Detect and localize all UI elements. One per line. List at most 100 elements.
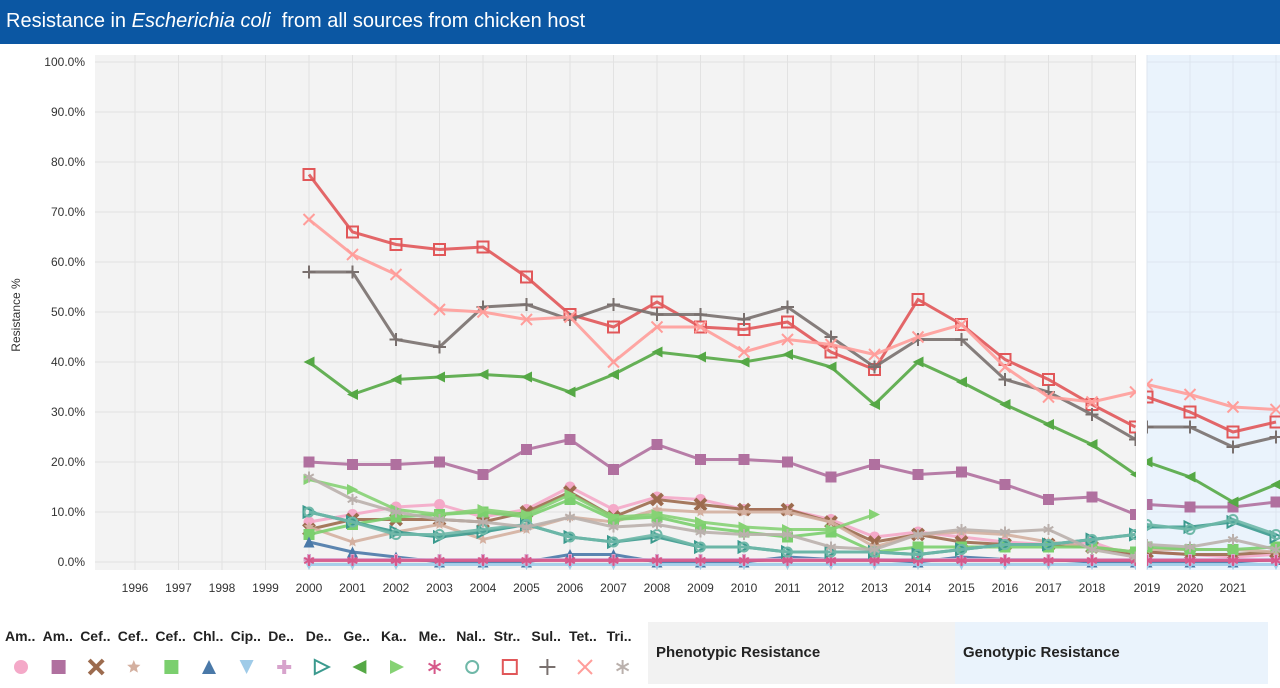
marker-asterisk <box>1086 555 1098 566</box>
series-14-phenotypic <box>302 265 1136 446</box>
marker-circle <box>434 499 445 510</box>
legend-label[interactable]: De.. <box>305 628 332 644</box>
marker-triangle-left <box>347 389 358 400</box>
marker-circle-open <box>912 549 924 560</box>
legend-label[interactable]: Ge.. <box>343 628 370 644</box>
marker-triangle-left <box>1086 439 1098 450</box>
legend-marker[interactable] <box>465 660 480 674</box>
title-prefix: Resistance in <box>6 10 132 32</box>
marker-asterisk <box>477 555 489 566</box>
marker-asterisk <box>1147 555 1153 566</box>
marker-asterisk <box>738 555 750 566</box>
marker-asterisk <box>1184 555 1196 566</box>
series-line <box>1147 460 1277 504</box>
marker-triangle-up <box>202 660 216 674</box>
marker-square-open <box>781 315 794 329</box>
legend-label[interactable]: Am.. <box>5 628 36 644</box>
legend-label[interactable]: Ka.. <box>381 628 407 644</box>
genotypic-panel-label[interactable]: Genotypic Resistance <box>955 622 1268 684</box>
series-line <box>1147 395 1277 434</box>
legend-label[interactable]: Cef.. <box>117 628 149 644</box>
legend-label[interactable]: Nal.. <box>456 628 486 644</box>
legend-marker[interactable] <box>501 659 518 675</box>
legend-marker[interactable] <box>14 660 28 674</box>
marker-plus <box>824 330 838 344</box>
marker-x <box>694 320 707 334</box>
marker-asterisk <box>303 555 315 566</box>
marker-x <box>389 268 403 281</box>
legend-label[interactable]: Tet.. <box>569 628 597 644</box>
marker-star <box>303 521 315 532</box>
legend-label[interactable]: Tri.. <box>606 628 632 644</box>
legend-label[interactable]: Sul.. <box>531 628 561 644</box>
series-14-genotypic <box>1147 420 1280 454</box>
x-tick-label: 1998 <box>209 581 236 595</box>
marker-x <box>302 213 316 226</box>
legend-marker[interactable] <box>164 660 179 674</box>
legend-marker[interactable] <box>539 659 556 675</box>
marker-asterisk <box>1270 544 1280 555</box>
legend-label[interactable]: Am.. <box>42 628 73 644</box>
marker-square <box>1184 501 1196 513</box>
legend-marker[interactable] <box>239 660 254 674</box>
series-9-genotypic <box>1147 456 1280 508</box>
legend-marker[interactable] <box>202 660 216 674</box>
marker-asterisk <box>869 544 880 555</box>
marker-plus <box>1269 430 1280 444</box>
marker-asterisk <box>1227 534 1239 545</box>
series-line <box>1147 517 1277 536</box>
marker-plus <box>1129 433 1136 446</box>
legend-label[interactable]: Me.. <box>418 628 446 644</box>
marker-x <box>1129 385 1136 399</box>
marker-circle-open <box>782 546 793 558</box>
marker-triangle-left <box>738 356 750 368</box>
marker-square <box>1130 546 1136 558</box>
marker-square-open <box>433 243 446 256</box>
legend-marker[interactable] <box>87 658 105 676</box>
y-tick-label: 20.0% <box>51 455 85 469</box>
title-organism: Escherichia coli <box>131 10 271 32</box>
marker-square-open <box>1226 425 1240 439</box>
marker-square <box>1227 544 1239 555</box>
marker-square <box>956 466 967 478</box>
legend-label[interactable]: Cip.. <box>230 628 261 644</box>
y-tick-label: 70.0% <box>51 205 85 219</box>
legend-label[interactable]: Cef.. <box>80 628 111 644</box>
legend-marker[interactable] <box>577 659 593 675</box>
legend-marker[interactable] <box>390 660 404 674</box>
y-tick-label: 100.0% <box>44 55 85 69</box>
marker-plus <box>520 298 533 311</box>
legend-marker[interactable] <box>313 658 332 676</box>
legend-label[interactable]: Chl.. <box>193 628 224 644</box>
legend-label[interactable]: Cef.. <box>155 628 186 644</box>
x-tick-label: 2005 <box>513 581 540 595</box>
marker-circle-open <box>1270 529 1280 540</box>
legend-marker[interactable] <box>428 660 442 674</box>
marker-triangle-right <box>651 509 663 520</box>
legend-marker[interactable] <box>127 660 141 673</box>
marker-asterisk <box>608 555 619 566</box>
legend-marker[interactable] <box>277 660 292 674</box>
marker-square <box>695 454 706 465</box>
marker-square-open <box>955 318 968 331</box>
legend-marker[interactable] <box>51 660 66 674</box>
marker-triangle-right <box>695 516 706 528</box>
marker-asterisk <box>782 529 793 540</box>
series-line <box>308 510 1136 557</box>
legend-label[interactable]: Str.. <box>493 628 521 644</box>
x-tick-label: 2016 <box>992 581 1019 595</box>
marker-plus <box>1183 420 1197 434</box>
legend-marker[interactable] <box>616 660 630 674</box>
marker-square <box>390 459 402 470</box>
marker-triangle-left <box>651 346 663 358</box>
series-line <box>308 507 1136 554</box>
legend-label[interactable]: De.. <box>268 628 294 644</box>
phenotypic-panel-label[interactable]: Phenotypic Resistance <box>648 622 955 684</box>
legend-marker[interactable] <box>352 660 367 674</box>
marker-plus <box>955 333 968 346</box>
marker-asterisk <box>695 555 706 566</box>
y-axis-label: Resistance % <box>9 278 23 352</box>
x-tick-label: 2002 <box>383 581 410 595</box>
x-tick-label: 1996 <box>122 581 149 595</box>
